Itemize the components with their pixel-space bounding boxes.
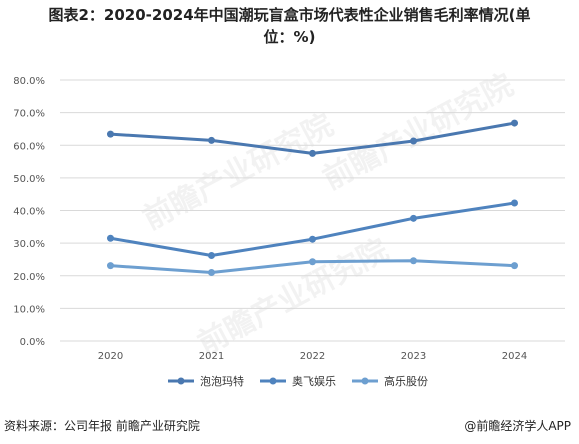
data-point	[107, 262, 114, 270]
x-tick-label: 2021	[199, 351, 224, 362]
y-tick-label: 60.0%	[13, 141, 45, 152]
data-point	[208, 136, 215, 144]
data-point	[410, 214, 417, 222]
legend-label: 奥飞娱乐	[292, 374, 336, 388]
data-point	[309, 235, 316, 243]
y-tick-label: 10.0%	[13, 304, 45, 315]
x-tick-label: 2022	[300, 351, 325, 362]
data-point	[107, 234, 114, 242]
series-3	[107, 257, 518, 276]
x-tick-label: 2020	[98, 351, 123, 362]
y-tick-label: 30.0%	[13, 239, 45, 250]
x-tick-label: 2024	[502, 351, 527, 362]
credit-note: @前瞻经济学人APP	[464, 419, 571, 433]
y-axis: 0.0% 10.0% 20.0% 30.0% 40.0% 50.0% 60.0% 70.0% 8…	[13, 76, 45, 348]
legend-item: 泡泡玛特	[168, 374, 244, 388]
data-point	[511, 199, 518, 207]
series-group	[107, 119, 518, 276]
x-axis: 2020 2021 2022 2023 2024	[98, 351, 527, 362]
data-point	[107, 130, 114, 138]
x-tick-label: 2023	[401, 351, 426, 362]
grid-lines	[60, 79, 565, 342]
y-tick-label: 0.0%	[20, 337, 45, 348]
legend-item: 高乐股份	[352, 374, 428, 388]
data-point	[309, 149, 316, 157]
y-tick-label: 20.0%	[13, 272, 45, 283]
y-tick-label: 70.0%	[13, 109, 45, 120]
series-1	[107, 119, 518, 157]
chart-title-line1: 图表2：2020-2024年中国潮玩盲盒市场代表性企业销售毛利率情况(单	[48, 6, 531, 24]
legend-label: 高乐股份	[384, 374, 428, 388]
data-point	[309, 258, 316, 266]
watermark-text: 前瞻产业研究院	[192, 233, 394, 362]
legend-item: 奥飞娱乐	[260, 374, 336, 388]
chart-title-line2: 位：%)	[263, 28, 316, 46]
series-2	[107, 199, 518, 260]
watermark-text: 前瞻产业研究院	[137, 108, 339, 237]
source-note: 资料来源：公司年报 前瞻产业研究院	[4, 419, 200, 433]
legend-marker	[269, 377, 277, 385]
legend-label: 泡泡玛特	[200, 374, 244, 388]
data-point	[511, 262, 518, 270]
legend-marker	[177, 377, 185, 385]
y-tick-label: 50.0%	[13, 174, 45, 185]
data-point	[410, 257, 417, 265]
data-point	[410, 137, 417, 145]
data-point	[208, 268, 215, 276]
chart-title: 图表2：2020-2024年中国潮玩盲盒市场代表性企业销售毛利率情况(单 位：%…	[0, 4, 579, 48]
y-tick-label: 40.0%	[13, 207, 45, 218]
data-point	[208, 252, 215, 260]
data-point	[511, 119, 518, 127]
y-tick-label: 80.0%	[13, 76, 45, 87]
legend-marker	[361, 377, 369, 385]
legend: 泡泡玛特 奥飞娱乐 高乐股份	[168, 374, 428, 388]
